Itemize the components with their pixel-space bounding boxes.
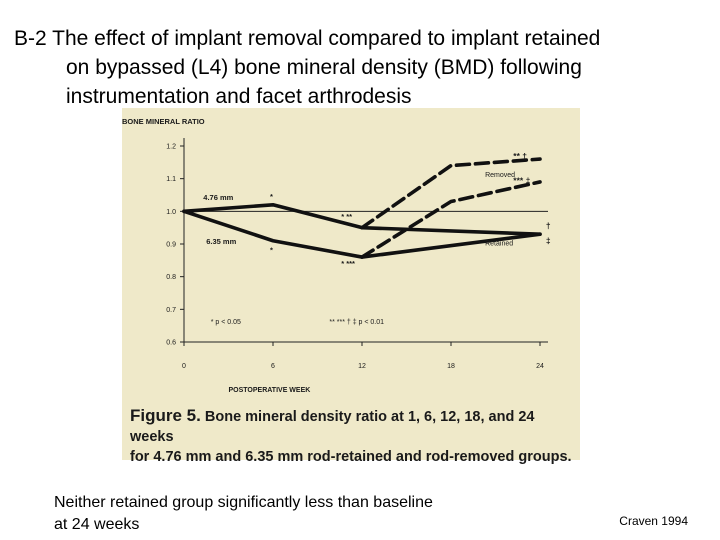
figure-caption: Figure 5. Bone mineral density ratio at … xyxy=(130,406,575,467)
y-tick-label: 0.7 xyxy=(166,307,176,314)
legend-p01: ** *** † ‡ p < 0.01 xyxy=(329,319,384,326)
bmd-line-chart: BONE MINERAL RATIO 1.2 1.1 1.0 0.9 0.8 0.7 0.6 0… xyxy=(122,117,551,394)
footnote-line-1: Neither retained group significantly les… xyxy=(54,494,433,511)
series-line-1 xyxy=(182,209,542,259)
title-line-2: on bypassed (L4) bone mineral density (B… xyxy=(66,56,582,79)
citation: Craven 1994 xyxy=(619,514,688,528)
sig-wk12-635: * *** xyxy=(341,259,355,268)
caption-line-1: Bone mineral density ratio at 1, 6, 12, … xyxy=(130,409,535,445)
x-tick-label: 24 xyxy=(536,363,544,370)
group-label-retained: Retained xyxy=(485,241,513,248)
sig-wk24-retained-476: † xyxy=(546,221,551,231)
y-tick-label: 0.6 xyxy=(166,340,176,347)
sig-wk24-retained-635: ‡ xyxy=(546,235,551,245)
y-axis-label: BONE MINERAL RATIO xyxy=(122,117,205,126)
sig-wk24-removed-476: ** † xyxy=(513,151,527,161)
group-label-removed: Removed xyxy=(485,172,515,179)
slide-title: B-2 The effect of implant removal compar… xyxy=(14,24,714,111)
y-tick-label: 1.1 xyxy=(166,176,176,183)
series-line-3 xyxy=(360,180,542,259)
sig-wk6-476: * xyxy=(270,192,273,201)
title-line-1: B-2 The effect of implant removal compar… xyxy=(14,27,601,50)
legend-p05: * p < 0.05 xyxy=(211,319,241,326)
y-tick-label: 0.8 xyxy=(166,274,176,281)
caption-label: Figure 5. xyxy=(130,406,201,425)
title-line-3: instrumentation and facet arthrodesis xyxy=(66,85,412,108)
sig-wk24-removed-635: *** ‡ xyxy=(513,176,530,186)
x-tick-label: 12 xyxy=(358,363,366,370)
y-tick-label: 0.9 xyxy=(166,242,176,249)
series-label-635: 6.35 mm xyxy=(206,237,236,246)
caption-line-2: for 4.76 mm and 6.35 mm rod-retained and… xyxy=(130,449,572,465)
x-axis-label: POSTOPERATIVE WEEK xyxy=(229,387,311,394)
sig-wk12-476: * ** xyxy=(341,212,352,221)
series-label-476: 4.76 mm xyxy=(203,193,233,202)
x-tick-label: 6 xyxy=(271,363,275,370)
footnote: Neither retained group significantly les… xyxy=(54,492,524,536)
y-tick-label: 1.0 xyxy=(166,209,176,216)
figure-scan: BONE MINERAL RATIO 1.2 1.1 1.0 0.9 0.8 0.7 0.6 0… xyxy=(122,108,580,465)
footnote-line-2: at 24 weeks xyxy=(54,516,140,533)
series-line-0 xyxy=(182,203,542,236)
x-tick-label: 18 xyxy=(447,363,455,370)
x-tick-label: 0 xyxy=(182,363,186,370)
y-tick-label: 1.2 xyxy=(166,144,176,151)
sig-wk6-635: * xyxy=(270,245,273,254)
series-line-2 xyxy=(360,157,542,230)
